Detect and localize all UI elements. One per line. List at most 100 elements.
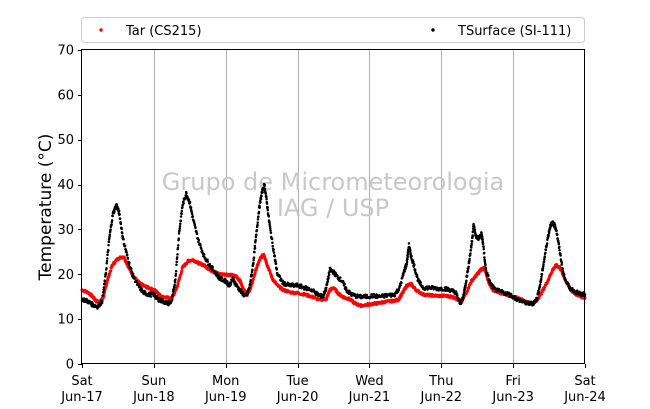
data-series bbox=[80, 182, 587, 310]
data-point bbox=[229, 281, 233, 285]
data-point bbox=[108, 233, 112, 236]
y-tick-label: 50 bbox=[57, 133, 74, 148]
data-point bbox=[191, 215, 195, 218]
data-point bbox=[232, 277, 235, 281]
data-point bbox=[103, 282, 106, 286]
data-point bbox=[179, 222, 182, 226]
data-point bbox=[470, 246, 473, 249]
data-point bbox=[463, 287, 467, 291]
data-point bbox=[102, 288, 105, 291]
data-point bbox=[548, 230, 551, 233]
data-point bbox=[416, 275, 419, 279]
data-point bbox=[195, 232, 199, 236]
data-point bbox=[459, 302, 463, 305]
data-point bbox=[556, 233, 559, 236]
data-point bbox=[563, 276, 566, 279]
data-point bbox=[253, 246, 257, 250]
watermark: Grupo de Micrometeorologia IAG / USP bbox=[162, 168, 504, 222]
data-point bbox=[257, 210, 261, 214]
data-point bbox=[251, 280, 255, 284]
data-point bbox=[271, 244, 274, 248]
data-point bbox=[110, 223, 113, 226]
data-point bbox=[129, 267, 133, 271]
data-point bbox=[187, 198, 191, 201]
data-point bbox=[493, 287, 497, 291]
data-point bbox=[122, 242, 126, 246]
data-point bbox=[257, 215, 260, 218]
data-point bbox=[543, 255, 547, 258]
data-point bbox=[299, 283, 303, 286]
data-point bbox=[537, 290, 541, 294]
data-point bbox=[263, 183, 266, 187]
x-tick-label-day: Sun bbox=[141, 374, 166, 389]
data-point bbox=[252, 256, 256, 259]
data-point bbox=[170, 298, 174, 302]
data-point bbox=[547, 233, 550, 237]
data-point bbox=[568, 285, 571, 289]
data-point bbox=[259, 197, 263, 201]
data-point bbox=[269, 229, 272, 232]
data-point bbox=[178, 228, 181, 232]
data-point bbox=[190, 212, 194, 216]
data-point bbox=[135, 280, 139, 283]
data-point bbox=[200, 249, 204, 252]
data-point bbox=[206, 260, 210, 263]
data-point bbox=[115, 203, 119, 207]
data-point bbox=[540, 273, 544, 276]
data-point bbox=[561, 267, 564, 271]
data-point bbox=[319, 292, 323, 296]
data-point bbox=[269, 231, 273, 235]
data-point bbox=[406, 257, 409, 261]
data-point bbox=[226, 280, 229, 284]
data-point bbox=[470, 239, 474, 243]
data-point bbox=[481, 238, 484, 242]
data-point bbox=[173, 283, 176, 287]
data-point bbox=[175, 256, 179, 259]
data-point bbox=[462, 291, 466, 294]
data-point bbox=[276, 271, 279, 275]
data-point bbox=[248, 286, 251, 289]
data-point bbox=[126, 257, 130, 260]
data-point bbox=[176, 253, 179, 256]
data-point bbox=[123, 244, 127, 248]
data-point bbox=[486, 271, 489, 275]
data-point bbox=[393, 294, 397, 298]
data-point bbox=[119, 222, 123, 226]
data-point bbox=[413, 268, 417, 272]
x-tick-label-date: Jun-20 bbox=[276, 390, 319, 405]
data-point bbox=[468, 259, 471, 262]
data-point bbox=[128, 261, 131, 264]
data-point bbox=[415, 273, 419, 277]
data-point bbox=[107, 243, 110, 247]
data-point bbox=[246, 292, 249, 295]
data-point bbox=[106, 253, 109, 257]
data-point bbox=[133, 276, 137, 279]
data-point bbox=[265, 202, 269, 205]
data-point bbox=[542, 260, 546, 263]
data-point bbox=[100, 301, 104, 305]
data-point bbox=[536, 296, 539, 300]
data-point bbox=[538, 285, 542, 289]
data-point bbox=[274, 262, 278, 265]
data-point bbox=[272, 248, 275, 251]
data-point bbox=[268, 222, 271, 226]
legend-box bbox=[81, 17, 585, 43]
data-point bbox=[258, 205, 262, 209]
data-point bbox=[175, 260, 178, 264]
data-point bbox=[188, 200, 192, 204]
data-point bbox=[406, 252, 410, 256]
data-point bbox=[199, 244, 202, 247]
data-point bbox=[481, 242, 485, 246]
data-point bbox=[256, 221, 259, 224]
x-tick-label-day: Tue bbox=[285, 374, 308, 389]
data-point bbox=[472, 222, 475, 226]
y-tick-label: 60 bbox=[57, 88, 74, 103]
data-point bbox=[215, 271, 218, 275]
data-point bbox=[465, 279, 468, 283]
data-point bbox=[177, 237, 180, 240]
y-tick-label: 0 bbox=[66, 358, 74, 373]
data-point bbox=[540, 275, 543, 279]
data-point bbox=[131, 272, 135, 276]
data-point bbox=[182, 201, 185, 205]
